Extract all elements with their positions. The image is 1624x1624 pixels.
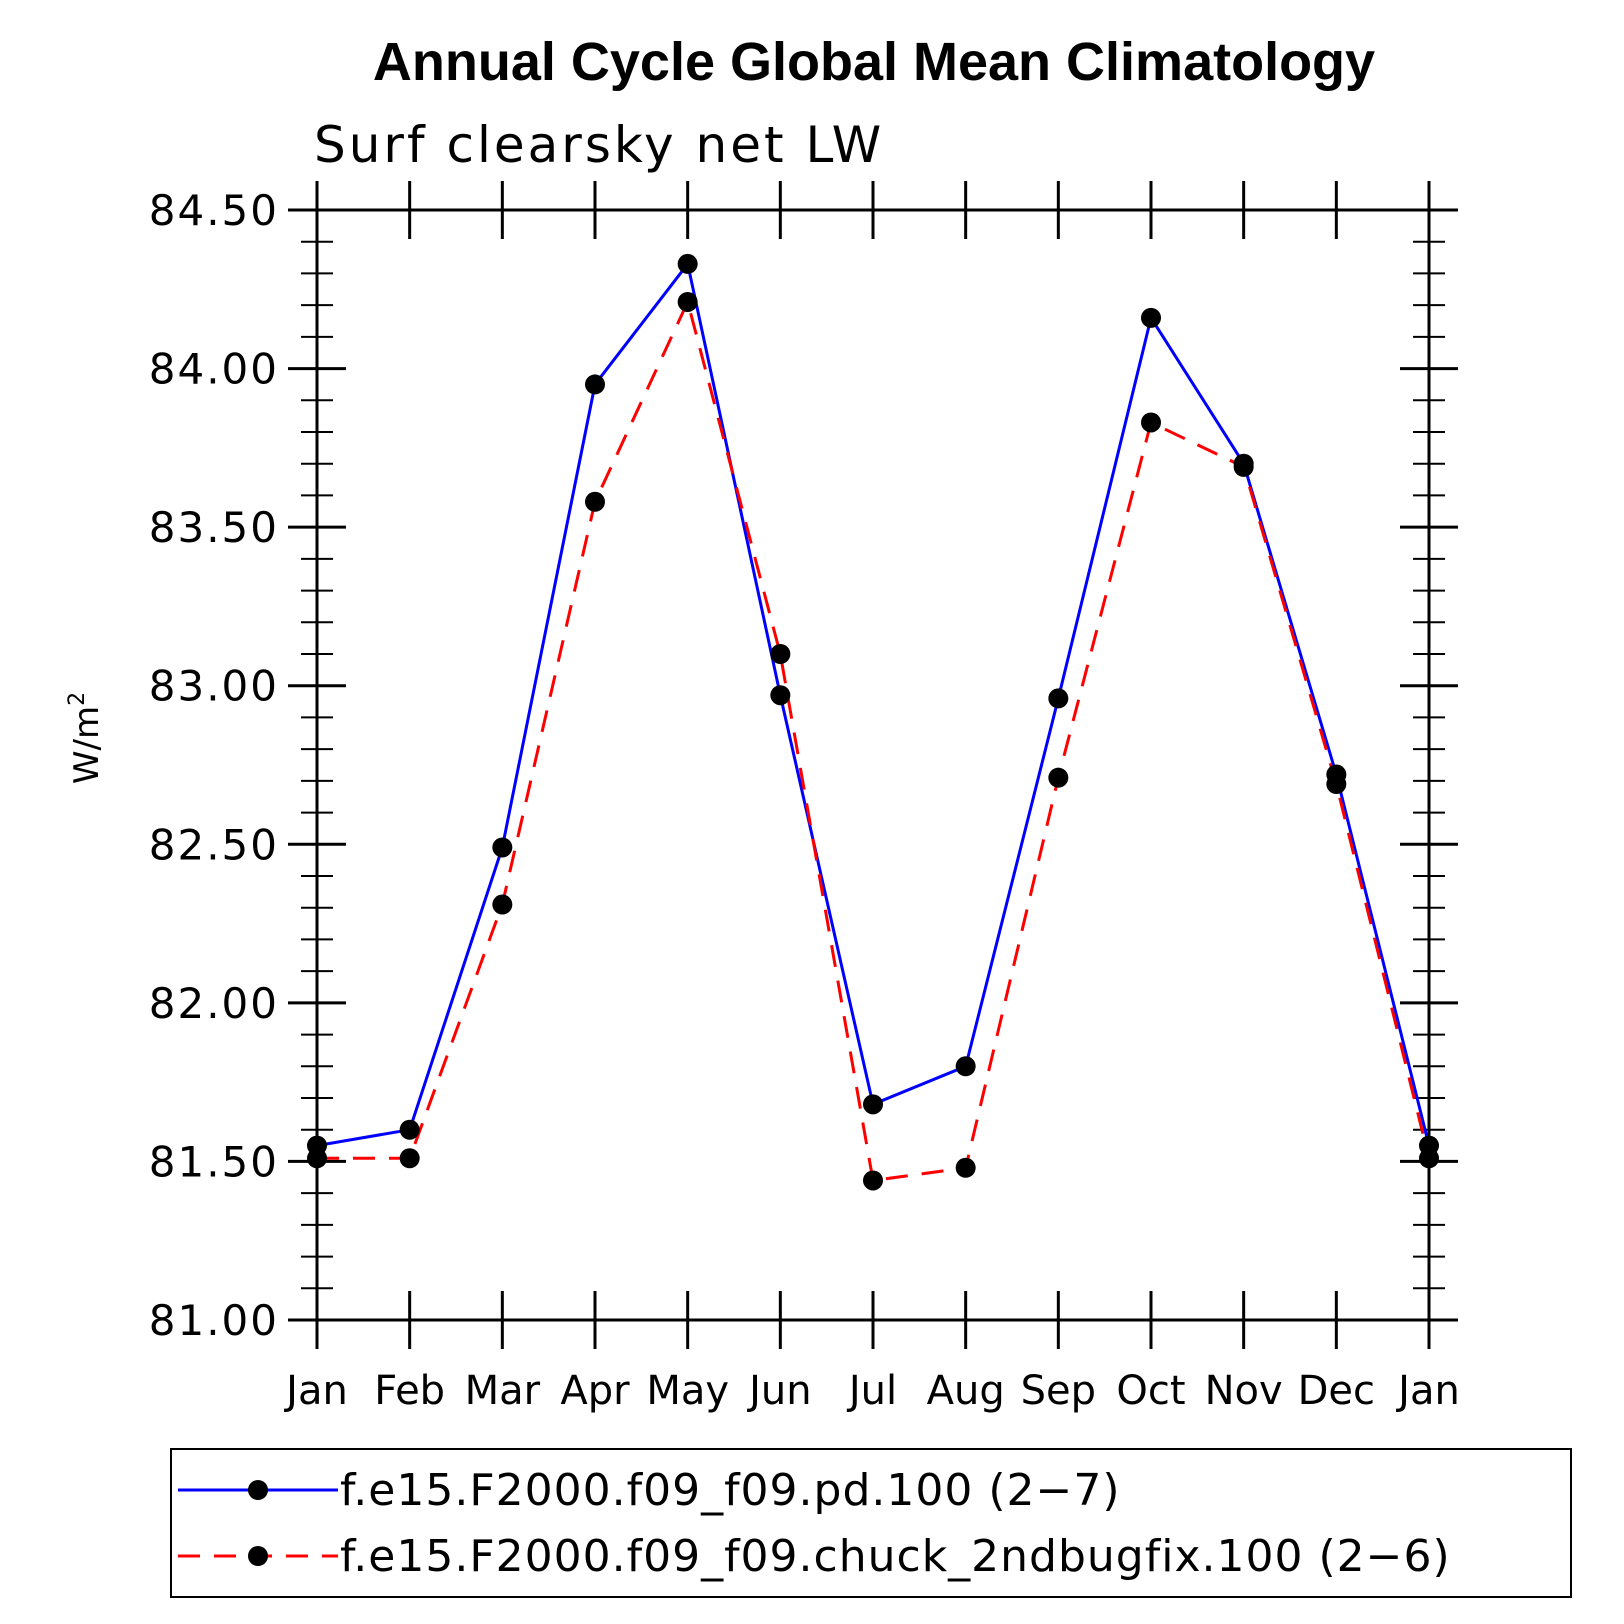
series-lines — [316, 262, 1431, 1182]
series-2-point — [863, 1170, 883, 1191]
x-tick-label: Mar — [465, 1368, 541, 1414]
y-tick-label: 83.00 — [149, 662, 279, 711]
series-2-point — [585, 491, 605, 512]
x-tick-labels: Jan Feb Mar Apr May Jun Jul Aug Sep Oct Nov Dec Jan — [283, 1368, 1460, 1414]
legend-box — [170, 1448, 1572, 1598]
legend-marker-series-2 — [248, 1546, 268, 1566]
x-tick-label: Jun — [746, 1368, 812, 1414]
x-tick-label: May — [646, 1368, 729, 1414]
x-tick-label: Jan — [283, 1368, 348, 1414]
y-tick-label: 84.50 — [149, 186, 279, 235]
legend-label-series-2: f.e15.F2000.f09_f09.chuck_2ndbugfix.100 … — [340, 1531, 1451, 1582]
series-1-point — [585, 374, 605, 395]
series-1-point — [1048, 688, 1069, 709]
series-1-point — [1141, 307, 1161, 328]
legend: f.e15.F2000.f09_f09.pd.100 (2−7) f.e15.F… — [170, 1448, 1572, 1598]
y-axis-label: W/m2 — [65, 692, 107, 784]
x-tick-label: Jul — [846, 1368, 897, 1414]
y-tick-label: 81.00 — [149, 1296, 279, 1345]
x-tick-label: Dec — [1298, 1368, 1375, 1414]
x-tick-label: Sep — [1021, 1368, 1096, 1414]
x-tick-label: Jan — [1395, 1368, 1460, 1414]
series-2-point — [399, 1148, 420, 1169]
series-1-point — [399, 1119, 420, 1140]
series-2-point — [1048, 767, 1069, 788]
y-tick-label: 82.00 — [149, 979, 279, 1028]
series-2-point — [677, 291, 698, 312]
series-1-point — [492, 837, 513, 858]
y-axis-label-text: W/m — [67, 706, 107, 784]
y-tick-label: 82.50 — [149, 820, 279, 869]
legend-marker-series-1 — [248, 1480, 268, 1500]
x-tick-label: Aug — [927, 1368, 1005, 1414]
chart-title: Annual Cycle Global Mean Climatology — [373, 32, 1375, 92]
series-2-point — [955, 1157, 976, 1178]
series-1-point — [770, 685, 791, 706]
series-line-2 — [317, 300, 1431, 1182]
plot-frame — [315, 208, 1431, 1322]
series-2-point — [1326, 774, 1347, 795]
series-1-point — [955, 1056, 976, 1077]
series-2-point — [1233, 456, 1254, 477]
x-tick-label: Nov — [1205, 1368, 1283, 1414]
series-1-point — [677, 253, 698, 274]
series-2-point — [1141, 412, 1161, 433]
y-tick-labels: 81.00 81.50 82.00 82.50 83.00 83.50 84.00 84.50 — [149, 186, 279, 1345]
series-2-point — [492, 894, 513, 915]
series-markers — [307, 253, 1439, 1191]
legend-label-series-1: f.e15.F2000.f09_f09.pd.100 (2−7) — [340, 1465, 1121, 1516]
y-axis-label-superscript: 2 — [65, 692, 90, 706]
y-tick-label: 81.50 — [149, 1137, 279, 1186]
x-tick-label: Apr — [560, 1368, 630, 1414]
series-1-point — [863, 1094, 883, 1115]
series-2-point — [770, 644, 791, 664]
x-tick-label: Feb — [374, 1368, 445, 1414]
y-tick-label: 83.50 — [149, 503, 279, 552]
chart-subtitle: Surf clearsky net LW — [314, 116, 884, 174]
svg-text:W/m2: W/m2 — [65, 692, 107, 784]
series-line-1 — [316, 262, 1431, 1148]
x-tick-label: Oct — [1116, 1368, 1185, 1414]
y-tick-label: 84.00 — [149, 345, 279, 394]
